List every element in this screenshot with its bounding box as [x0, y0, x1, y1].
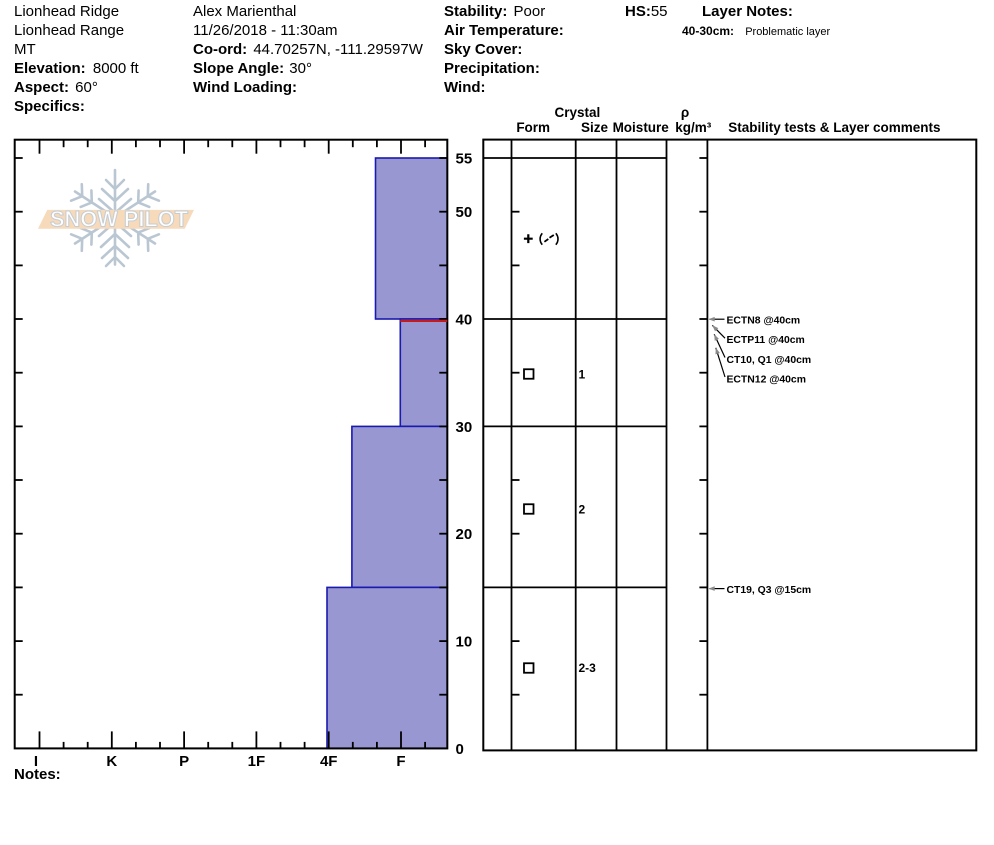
svg-text:Form: Form	[516, 120, 550, 135]
svg-text:2-3: 2-3	[579, 661, 597, 675]
svg-text:Precipitation:: Precipitation:	[444, 60, 540, 77]
svg-text:2: 2	[579, 502, 586, 516]
svg-text:Moisture: Moisture	[613, 120, 670, 135]
svg-text:4F: 4F	[320, 753, 338, 770]
svg-text:Lionhead Range: Lionhead Range	[14, 22, 124, 39]
svg-text:ρ: ρ	[681, 105, 689, 120]
svg-text:40-30cm:: 40-30cm:	[682, 24, 734, 38]
svg-text:Wind:: Wind:	[444, 79, 486, 96]
svg-text:1: 1	[579, 367, 586, 381]
svg-text:HS:55: HS:55	[625, 3, 668, 20]
svg-text:Problematic layer: Problematic layer	[745, 26, 830, 38]
svg-text:40: 40	[456, 312, 473, 329]
svg-text:20: 20	[456, 526, 473, 543]
svg-text:Co-ord: 44.70257N, -111.29597W: Co-ord: 44.70257N, -111.29597W	[193, 41, 424, 58]
svg-text:50: 50	[456, 204, 473, 221]
svg-text:0: 0	[456, 741, 464, 758]
svg-text:I: I	[34, 753, 38, 770]
svg-text:ECTN12 @40cm: ECTN12 @40cm	[727, 375, 806, 386]
svg-text:Layer Notes:: Layer Notes:	[702, 3, 793, 20]
svg-text:55: 55	[456, 151, 473, 168]
svg-text:Size: Size	[581, 120, 609, 135]
svg-text:SNOW PILOT: SNOW PILOT	[50, 207, 189, 232]
svg-text:K: K	[106, 753, 117, 770]
svg-text:Alex Marienthal: Alex Marienthal	[193, 3, 296, 20]
svg-text:P: P	[179, 753, 189, 770]
svg-text:ECTP11 @40cm: ECTP11 @40cm	[727, 335, 805, 346]
svg-text:10: 10	[456, 634, 473, 651]
svg-text:Specifics:: Specifics:	[14, 98, 85, 115]
svg-text:ECTN8 @40cm: ECTN8 @40cm	[727, 315, 801, 326]
svg-text:Crystal: Crystal	[555, 105, 601, 120]
svg-text:Stability tests & Layer commen: Stability tests & Layer comments	[728, 120, 940, 135]
svg-text:CT10, Q1 @40cm: CT10, Q1 @40cm	[727, 355, 812, 366]
svg-text:F: F	[396, 753, 405, 770]
svg-text:1F: 1F	[248, 753, 266, 770]
svg-text:Notes:: Notes:	[14, 766, 61, 783]
svg-text:CT19, Q3 @15cm: CT19, Q3 @15cm	[727, 585, 812, 596]
svg-text:Elevation: 8000 ft: Elevation: 8000 ft	[14, 60, 140, 77]
svg-text:Air Temperature:: Air Temperature:	[444, 22, 564, 39]
svg-text:Sky Cover:: Sky Cover:	[444, 41, 522, 58]
svg-text:kg/m³: kg/m³	[675, 120, 712, 135]
svg-text:11/26/2018 - 11:30am: 11/26/2018 - 11:30am	[193, 22, 338, 39]
svg-text:Wind Loading:: Wind Loading:	[193, 79, 297, 96]
svg-text:Aspect: 60°: Aspect: 60°	[14, 79, 98, 96]
svg-text:Stability: Poor: Stability: Poor	[444, 3, 545, 20]
svg-text:Lionhead Ridge: Lionhead Ridge	[14, 3, 119, 20]
svg-text:30: 30	[456, 419, 473, 436]
svg-text:MT: MT	[14, 41, 36, 58]
svg-text:Slope Angle: 30°: Slope Angle: 30°	[193, 60, 312, 77]
